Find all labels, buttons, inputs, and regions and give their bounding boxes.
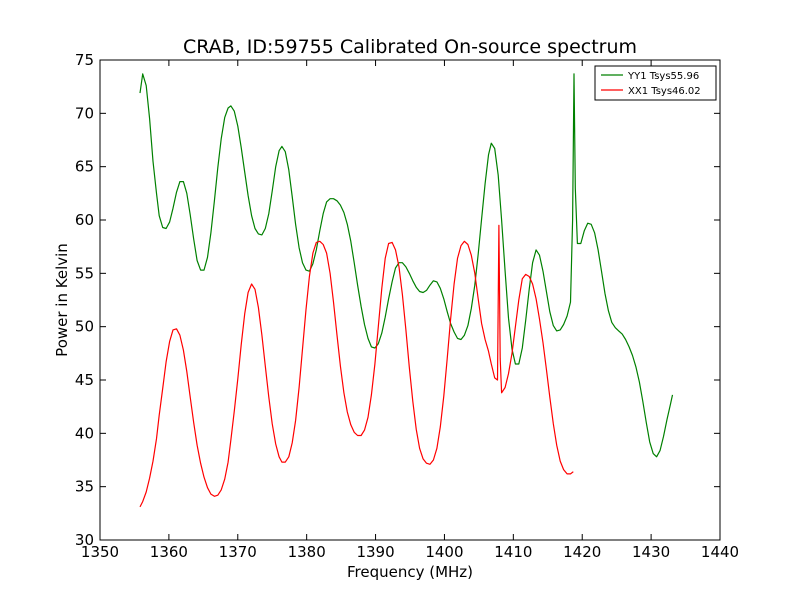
y-tick-label: 45 [75,371,94,389]
x-tick-label: 1420 [563,543,601,561]
x-tick-label: 1410 [494,543,532,561]
ticks-layer: 1350 1360 1370 1380 1390 1400 1410 1420 1430 1440… [75,51,739,561]
legend-label: YY1 Tsys55.96 [627,71,699,82]
y-tick-label: 30 [75,531,94,549]
x-tick-label: 1440 [701,543,739,561]
legend-box [594,65,717,101]
y-tick-label: 75 [75,51,94,69]
series-layer [139,73,674,508]
y-tick-label: 40 [75,424,94,442]
legend: YY1 Tsys55.96 XX1 Tsys46.02 [594,65,717,101]
y-tick-label: 50 [75,318,94,336]
y-tick-label: 70 [75,104,94,122]
legend-label: XX1 Tsys46.02 [628,86,701,97]
x-tick-label: 1380 [288,543,326,561]
y-axis-label: Power in Kelvin [53,243,71,357]
y-tick-label: 35 [75,478,94,496]
chart-title: CRAB, ID:59755 Calibrated On-source spec… [183,36,637,58]
y-tick-label: 60 [75,211,94,229]
plot-frame [99,59,721,541]
x-tick-label: 1430 [632,543,670,561]
x-tick-label: 1390 [356,543,394,561]
x-tick-label: 1370 [219,543,257,561]
x-tick-label: 1400 [425,543,463,561]
y-tick-label: 65 [75,158,94,176]
x-axis-label: Frequency (MHz) [347,563,473,581]
series-line-yy1 [139,73,674,458]
x-tick-label: 1350 [81,543,119,561]
y-tick-label: 55 [75,264,94,282]
series-line-xx1 [139,224,574,508]
x-tick-label: 1360 [150,543,188,561]
